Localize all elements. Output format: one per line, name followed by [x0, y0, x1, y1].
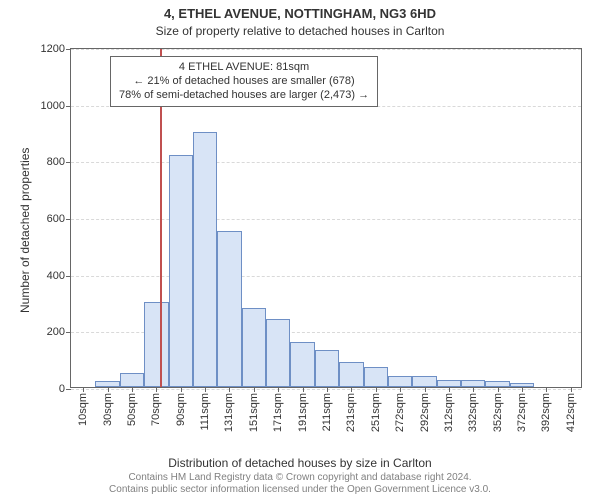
chart-container: { "chart": { "type": "histogram", "title… — [0, 0, 600, 500]
bar — [364, 367, 388, 387]
bar — [412, 376, 436, 387]
xtick-label: 70sqm — [150, 393, 162, 426]
attribution-text: Contains HM Land Registry data © Crown c… — [0, 472, 600, 496]
bar — [461, 380, 485, 387]
xtick-mark — [473, 387, 474, 392]
bar — [217, 231, 241, 387]
bar — [120, 373, 144, 387]
xtick-mark — [278, 387, 279, 392]
ytick-mark — [66, 276, 71, 277]
xtick-mark — [522, 387, 523, 392]
ytick-mark — [66, 49, 71, 50]
xtick-label: 372sqm — [516, 393, 528, 432]
ytick-label: 1200 — [41, 43, 65, 55]
chart-title: 4, ETHEL AVENUE, NOTTINGHAM, NG3 6HD — [0, 6, 600, 21]
chart-subtitle: Size of property relative to detached ho… — [0, 24, 600, 38]
xtick-label: 352sqm — [492, 393, 504, 432]
ytick-mark — [66, 106, 71, 107]
attribution-line: Contains HM Land Registry data © Crown c… — [0, 472, 600, 484]
xtick-mark — [400, 387, 401, 392]
xtick-label: 111sqm — [199, 393, 211, 431]
xtick-label: 392sqm — [540, 393, 552, 432]
xtick-label: 30sqm — [102, 393, 114, 426]
xtick-mark — [498, 387, 499, 392]
xtick-mark — [546, 387, 547, 392]
bar — [290, 342, 314, 387]
xtick-label: 10sqm — [77, 393, 89, 426]
gridline-h — [71, 219, 581, 220]
xtick-mark — [108, 387, 109, 392]
ytick-mark — [66, 219, 71, 220]
xtick-label: 412sqm — [565, 393, 577, 432]
xtick-label: 251sqm — [370, 393, 382, 432]
xtick-mark — [229, 387, 230, 392]
gridline-h — [71, 276, 581, 277]
xtick-label: 211sqm — [321, 393, 333, 431]
xtick-label: 292sqm — [419, 393, 431, 432]
annotation-line: 4 ETHEL AVENUE: 81sqm — [119, 61, 369, 75]
xtick-mark — [205, 387, 206, 392]
ytick-label: 200 — [47, 326, 65, 338]
xtick-mark — [449, 387, 450, 392]
ytick-mark — [66, 162, 71, 163]
xtick-mark — [83, 387, 84, 392]
xtick-mark — [254, 387, 255, 392]
xtick-label: 231sqm — [345, 393, 357, 432]
bar — [266, 319, 290, 387]
bar — [144, 302, 168, 387]
y-axis-label: Number of detached properties — [18, 148, 32, 313]
xtick-mark — [132, 387, 133, 392]
xtick-mark — [156, 387, 157, 392]
xtick-label: 332sqm — [467, 393, 479, 432]
xtick-mark — [181, 387, 182, 392]
xtick-label: 312sqm — [443, 393, 455, 432]
xtick-label: 171sqm — [272, 393, 284, 432]
annotation-line: 78% of semi-detached houses are larger (… — [119, 89, 369, 103]
gridline-h — [71, 162, 581, 163]
x-axis-label: Distribution of detached houses by size … — [0, 456, 600, 470]
ytick-mark — [66, 389, 71, 390]
bar — [242, 308, 266, 387]
gridline-h — [71, 389, 581, 390]
annotation-box: 4 ETHEL AVENUE: 81sqm← 21% of detached h… — [110, 56, 378, 107]
bar — [437, 380, 461, 387]
xtick-label: 90sqm — [175, 393, 187, 426]
bar — [193, 132, 217, 387]
xtick-mark — [425, 387, 426, 392]
ytick-label: 0 — [59, 383, 65, 395]
attribution-line: Contains public sector information licen… — [0, 484, 600, 496]
xtick-mark — [303, 387, 304, 392]
gridline-h — [71, 49, 581, 50]
bar — [388, 376, 412, 387]
ytick-label: 600 — [47, 213, 65, 225]
bar — [339, 362, 363, 388]
ytick-mark — [66, 332, 71, 333]
xtick-mark — [351, 387, 352, 392]
ytick-label: 1000 — [41, 100, 65, 112]
bar — [315, 350, 339, 387]
ytick-label: 800 — [47, 156, 65, 168]
xtick-label: 191sqm — [297, 393, 309, 432]
ytick-label: 400 — [47, 270, 65, 282]
xtick-label: 151sqm — [248, 393, 260, 432]
annotation-line: ← 21% of detached houses are smaller (67… — [119, 75, 369, 89]
xtick-label: 131sqm — [223, 393, 235, 432]
xtick-label: 272sqm — [394, 393, 406, 432]
bar — [169, 155, 193, 387]
xtick-mark — [376, 387, 377, 392]
xtick-mark — [571, 387, 572, 392]
xtick-mark — [327, 387, 328, 392]
xtick-label: 50sqm — [126, 393, 138, 426]
